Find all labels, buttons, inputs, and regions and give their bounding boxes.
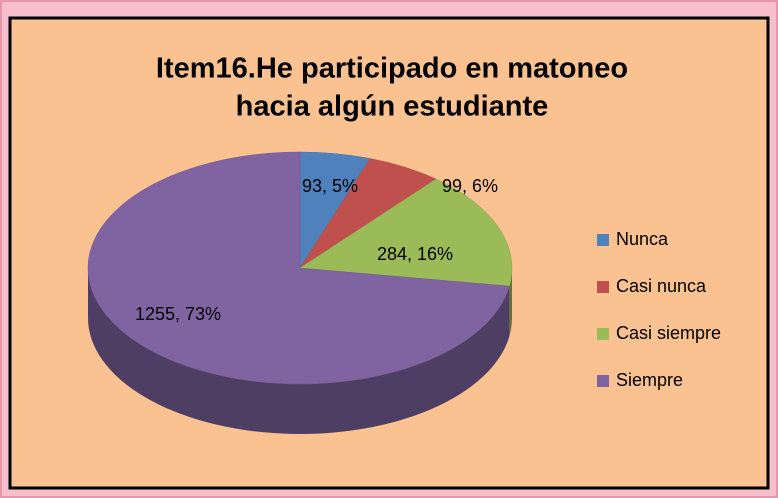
- chart-title: Item16.He participado en matoneo: [156, 53, 628, 85]
- data-label: 284, 16%: [377, 244, 453, 264]
- legend-swatch: [597, 375, 609, 387]
- legend-label: Nunca: [616, 229, 669, 249]
- legend-label: Casi siempre: [616, 323, 721, 343]
- data-label: 1255, 73%: [135, 304, 221, 324]
- legend-label: Casi nunca: [616, 276, 707, 296]
- legend-swatch: [597, 234, 609, 246]
- legend-swatch: [597, 328, 609, 340]
- legend-label: Siempre: [616, 370, 683, 390]
- legend-swatch: [597, 281, 609, 293]
- chart-title: hacia algún estudiante: [236, 91, 549, 123]
- slice-side: [88, 268, 510, 434]
- slice: [87, 151, 510, 385]
- slice-side: [509, 268, 512, 337]
- data-label: 99, 6%: [442, 176, 498, 196]
- slice: [299, 178, 513, 287]
- data-label: 93, 5%: [302, 176, 358, 196]
